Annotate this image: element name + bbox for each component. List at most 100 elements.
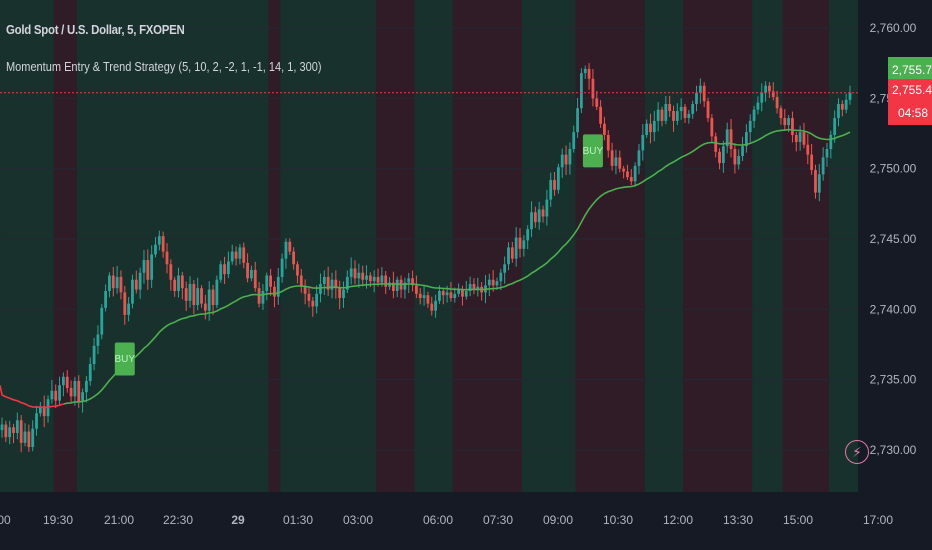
candle-body bbox=[269, 275, 272, 287]
candle-body bbox=[794, 134, 798, 142]
candle-body bbox=[284, 241, 288, 259]
candle-body bbox=[31, 428, 35, 448]
candle-body bbox=[180, 275, 184, 289]
candle-body bbox=[771, 91, 775, 97]
candle-body bbox=[633, 165, 637, 182]
time-tick-label: 10:30 bbox=[603, 513, 633, 527]
background-zone-bear bbox=[575, 0, 645, 492]
candle-body bbox=[691, 104, 695, 114]
buy-signal-marker[interactable] bbox=[582, 134, 603, 168]
symbol-title[interactable]: Gold Spot / U.S. Dollar, 5, FXOPEN bbox=[6, 22, 185, 37]
candle-body bbox=[491, 279, 495, 286]
candle-body bbox=[825, 149, 829, 158]
lightning-icon[interactable]: ⚡ bbox=[845, 440, 869, 464]
candle-body bbox=[718, 151, 721, 164]
candle-body bbox=[779, 108, 783, 119]
candle-body bbox=[92, 345, 96, 365]
candle-body bbox=[8, 427, 12, 438]
candle-body bbox=[599, 106, 602, 124]
time-tick-label: 06:00 bbox=[423, 513, 453, 527]
candle-body bbox=[173, 279, 177, 291]
candle-body bbox=[603, 123, 606, 135]
candle-body bbox=[695, 92, 698, 105]
candle-body bbox=[495, 281, 499, 286]
trend-line-ma-down bbox=[0, 385, 64, 409]
candle-body bbox=[188, 283, 192, 301]
candle-body bbox=[576, 108, 579, 133]
candle-body bbox=[510, 247, 514, 259]
candle-body bbox=[814, 170, 817, 193]
candle-body bbox=[88, 364, 92, 381]
candle-body bbox=[441, 290, 445, 296]
candle-body bbox=[798, 132, 802, 142]
study-title[interactable]: Momentum Entry & Trend Strategy (5, 10, … bbox=[6, 60, 322, 74]
candle-body bbox=[660, 109, 664, 121]
candle-body bbox=[365, 275, 368, 280]
candle-body bbox=[629, 177, 633, 182]
candle-body bbox=[556, 167, 560, 190]
candle-body bbox=[449, 292, 453, 299]
candle-body bbox=[411, 278, 414, 286]
candle-body bbox=[840, 104, 844, 110]
candle-body bbox=[273, 286, 276, 297]
candle-body bbox=[219, 264, 223, 280]
candle-body bbox=[426, 295, 430, 304]
candle-body bbox=[391, 282, 395, 291]
candle-body bbox=[138, 272, 142, 290]
candle-body bbox=[844, 99, 848, 110]
candle-body bbox=[821, 157, 825, 175]
candle-body bbox=[580, 73, 583, 109]
trend-line-ma bbox=[63, 128, 851, 405]
background-zone-bear bbox=[782, 0, 829, 492]
candle-body bbox=[200, 288, 203, 304]
time-tick-label: 03:00 bbox=[343, 513, 373, 527]
candle-body bbox=[319, 283, 322, 294]
candle-body bbox=[472, 283, 476, 290]
buy-signal-label: BUY bbox=[115, 354, 136, 365]
candle-body bbox=[802, 132, 806, 145]
candle-body bbox=[165, 251, 169, 265]
countdown-timer: 04:58 bbox=[897, 105, 928, 120]
candle-body bbox=[234, 251, 238, 259]
candle-body bbox=[54, 390, 58, 401]
candle-body bbox=[829, 134, 833, 150]
candle-body bbox=[618, 157, 622, 169]
candle-body bbox=[764, 85, 767, 93]
background-zone-bull bbox=[76, 0, 269, 492]
buy-signal-marker[interactable] bbox=[114, 342, 135, 376]
candle-body bbox=[541, 209, 545, 217]
candle-body bbox=[27, 431, 31, 448]
time-tick-label: 13:30 bbox=[723, 513, 753, 527]
candle-body bbox=[65, 376, 69, 388]
candle-body bbox=[115, 276, 119, 289]
candle-body bbox=[622, 168, 626, 172]
candle-body bbox=[177, 275, 180, 291]
candle-body bbox=[85, 380, 88, 393]
candle-body bbox=[564, 154, 568, 165]
candle-body bbox=[246, 262, 249, 279]
time-tick-label: 07:30 bbox=[483, 513, 513, 527]
candle-body bbox=[464, 290, 468, 297]
candle-body bbox=[468, 283, 472, 291]
candle-body bbox=[453, 293, 457, 299]
price-tick-label: 2,750.00 bbox=[870, 162, 917, 176]
candle-body bbox=[476, 286, 480, 290]
candle-body bbox=[35, 413, 38, 429]
candle-body bbox=[560, 154, 564, 168]
time-axis[interactable]: 00 19:30 21:00 22:30 29 01:30 03:00 06:00 07:30 0… bbox=[0, 492, 932, 550]
candle-body bbox=[768, 85, 771, 92]
candle-body bbox=[61, 376, 65, 386]
candle-body bbox=[127, 303, 131, 315]
background-zone-bull bbox=[644, 0, 684, 492]
candle-body bbox=[276, 276, 280, 297]
candle-body bbox=[253, 269, 257, 289]
candle-body bbox=[591, 78, 595, 99]
background-zone-bull bbox=[828, 0, 858, 492]
candle-body bbox=[250, 269, 253, 279]
candle-body bbox=[361, 272, 365, 280]
candle-body bbox=[100, 307, 104, 335]
candle-body bbox=[311, 300, 315, 307]
candle-body bbox=[775, 96, 779, 109]
candle-body bbox=[810, 154, 814, 171]
